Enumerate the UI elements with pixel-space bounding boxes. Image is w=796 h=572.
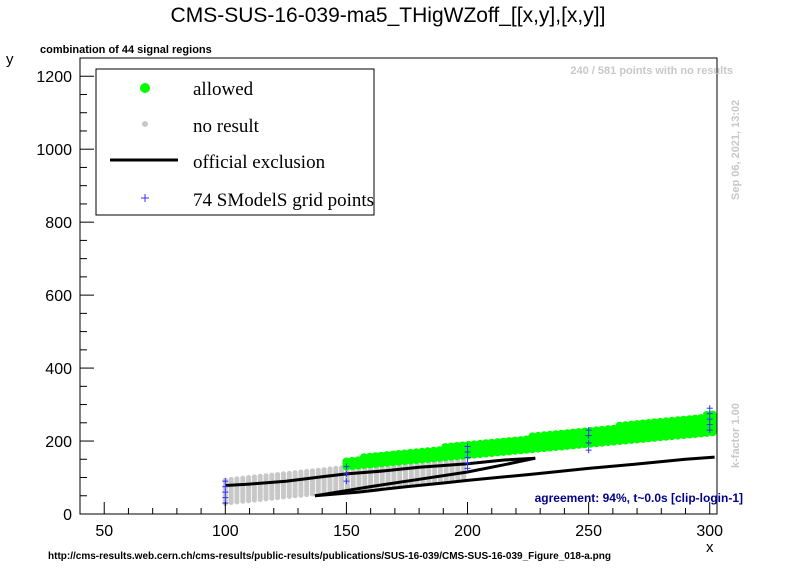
legend-allowed-marker xyxy=(140,83,150,93)
no-result-point xyxy=(321,467,327,473)
y-tick-label: 800 xyxy=(45,215,72,232)
grid-point xyxy=(706,416,713,423)
chart-title: CMS-SUS-16-039-ma5_THigWZoff_[[x,y],[x,y… xyxy=(171,4,606,27)
grid-point xyxy=(343,463,350,470)
no-result-point xyxy=(251,474,257,480)
grid-point xyxy=(706,405,713,412)
no-result-point xyxy=(228,476,234,483)
stats-text: 240 / 581 points with no results xyxy=(570,65,733,77)
grid-point xyxy=(585,432,592,439)
grid-point xyxy=(706,421,713,428)
legend-allowed-label: allowed xyxy=(193,79,254,100)
x-tick-label: 50 xyxy=(95,523,113,540)
exclusion-lines xyxy=(225,455,715,498)
y-tick-label: 0 xyxy=(63,507,72,524)
grid-point xyxy=(222,483,229,490)
legend-grid-label: 74 SModelS grid points xyxy=(193,190,374,211)
no-result-point xyxy=(275,472,281,478)
no-result-point xyxy=(280,471,287,477)
no-result-point xyxy=(309,468,316,474)
legend-box xyxy=(95,68,375,216)
y-tick-label: 400 xyxy=(45,361,72,378)
exclusion-line xyxy=(314,455,715,498)
legend-no-result-marker xyxy=(142,121,148,127)
grid-point xyxy=(464,448,471,455)
no-result-point xyxy=(263,473,269,479)
no-result-point xyxy=(234,476,240,482)
legend-grid-marker xyxy=(141,194,149,202)
x-tick-label: 250 xyxy=(575,523,602,540)
x-tick-label: 100 xyxy=(212,523,239,540)
grid-points xyxy=(222,405,713,507)
grid-point xyxy=(222,494,229,501)
grid-point xyxy=(585,447,592,454)
grid-point xyxy=(464,454,471,461)
y-axis-label: y xyxy=(6,51,14,68)
date-stamp: Sep 06, 2021, 13:02 xyxy=(730,100,742,200)
y-tick-label: 1000 xyxy=(36,142,72,159)
y-tick-label: 600 xyxy=(45,288,72,305)
x-tick-label: 300 xyxy=(696,523,723,540)
no-result-point xyxy=(269,472,275,478)
no-result-point xyxy=(327,466,333,472)
no-result-point xyxy=(246,475,252,481)
chart-subtitle: combination of 44 signal regions xyxy=(40,44,212,56)
no-result-point xyxy=(304,468,310,475)
y-ticks: 0 200 400 600 800 1000 1200 xyxy=(36,69,94,524)
grid-point xyxy=(464,443,471,450)
exclusion-line xyxy=(225,456,536,487)
grid-point xyxy=(222,489,229,496)
grid-point xyxy=(343,478,350,485)
y-tick-label: 1200 xyxy=(36,69,72,86)
grid-point xyxy=(706,410,713,417)
no-result-point xyxy=(333,465,339,471)
agreement-text: agreement: 94%, t~0.0s [clip-login-1] xyxy=(535,491,743,505)
legend-exclusion-label: official exclusion xyxy=(193,152,326,173)
grid-point xyxy=(706,427,713,434)
grid-point xyxy=(464,459,471,466)
allowed-point xyxy=(708,410,717,419)
legend-no-result-label: no result xyxy=(193,116,260,137)
grid-point xyxy=(585,439,592,446)
grid-point xyxy=(464,465,471,472)
no-result-point xyxy=(286,470,292,476)
x-ticks: 50 100 150 200 250 300 xyxy=(79,502,723,540)
no-result-point xyxy=(298,469,304,475)
x-tick-label: 200 xyxy=(454,523,481,540)
plot-frame xyxy=(79,57,718,515)
grid-point xyxy=(585,427,592,434)
y-tick-label: 200 xyxy=(45,434,72,451)
grid-point xyxy=(222,478,229,485)
no-result-point xyxy=(257,473,263,479)
legend: allowed no result official exclusion 74 … xyxy=(95,68,375,216)
kfactor-text: k-factor 1.00 xyxy=(730,403,742,468)
x-axis-label: x xyxy=(706,539,714,556)
no-result-point xyxy=(240,475,246,481)
source-url: http://cms-results.web.cern.ch/cms-resul… xyxy=(48,551,611,562)
exclusion-line xyxy=(314,456,536,498)
grid-point xyxy=(343,470,350,477)
no-result-point xyxy=(315,467,321,473)
x-tick-label: 150 xyxy=(333,523,360,540)
no-result-point xyxy=(292,470,298,476)
